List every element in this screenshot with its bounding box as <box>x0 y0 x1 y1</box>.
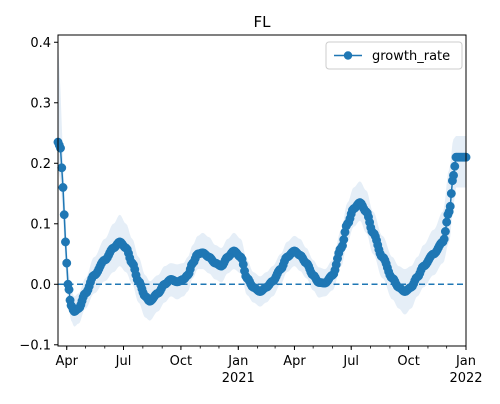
x-tick-label: Oct <box>170 354 192 369</box>
y-tick-label: 0.3 <box>30 96 51 111</box>
x-tick-label: Apr <box>55 354 78 369</box>
data-point <box>445 201 455 211</box>
x-tick-label: Apr <box>283 354 306 369</box>
data-point <box>59 210 69 220</box>
data-point <box>440 227 450 236</box>
data-point <box>442 217 452 227</box>
x-tick-year-label: 2022 <box>449 371 482 386</box>
data-point <box>446 189 456 198</box>
legend-label: growth_rate <box>372 49 450 64</box>
x-tick-label: Jan <box>227 354 248 369</box>
series-layer <box>53 137 471 316</box>
data-point <box>439 234 449 244</box>
data-point <box>62 258 72 268</box>
x-tick-label: Jan <box>455 354 476 369</box>
legend-marker-swatch <box>343 51 353 60</box>
y-tick-label: 0.4 <box>30 36 51 51</box>
data-point <box>449 170 458 180</box>
x-tick-label: Jul <box>115 354 132 369</box>
data-point <box>57 163 67 173</box>
y-tick-label: 0.1 <box>30 217 51 232</box>
axes-layer: −0.1 0.0 0.1 0.2 0.3 0.4 Apr Jul Oct Jan 2021 Apr Ju… <box>19 34 483 386</box>
data-point <box>450 161 460 171</box>
legend-box <box>325 41 463 70</box>
plot-frame <box>57 34 467 347</box>
legend: growth_rate <box>325 41 463 70</box>
x-tick-year-label: 2021 <box>222 371 255 386</box>
y-tick-label: −0.1 <box>19 338 51 353</box>
chart-title: FL <box>254 13 272 31</box>
data-point <box>58 183 68 192</box>
data-point <box>64 285 74 295</box>
x-tick-label: Oct <box>397 354 419 369</box>
x-tick-label: Jul <box>342 354 359 369</box>
y-tick-label: 0.2 <box>30 157 51 172</box>
data-point <box>339 235 349 245</box>
y-tick-label: 0.0 <box>30 278 51 293</box>
data-point <box>61 237 70 247</box>
